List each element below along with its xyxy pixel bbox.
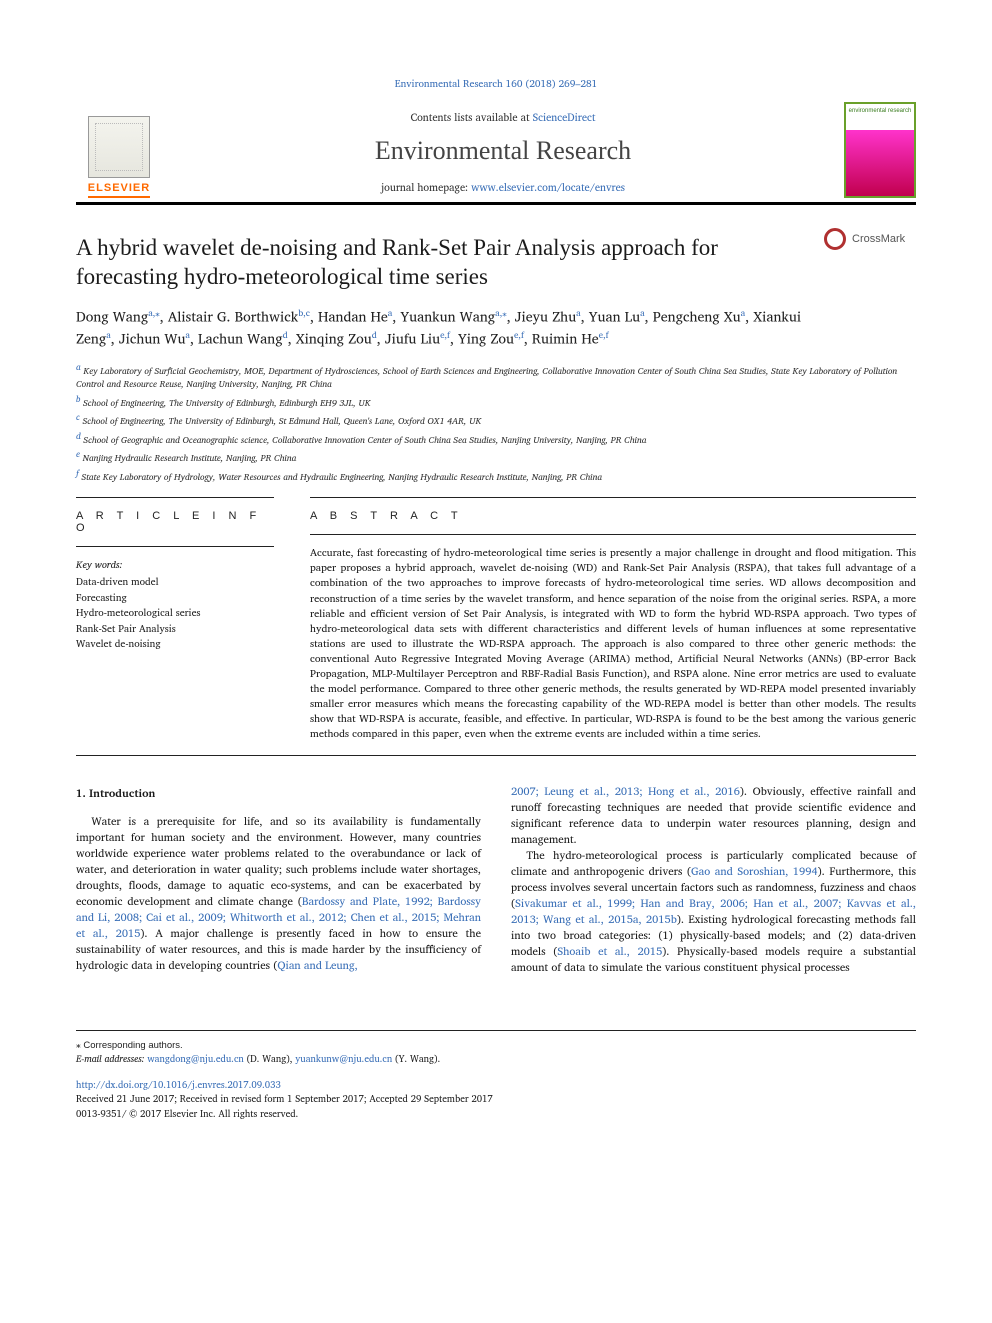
- crossmark-label: CrossMark: [852, 233, 905, 245]
- crossmark-icon: [824, 228, 846, 250]
- keyword-item: Wavelet de-noising: [76, 637, 274, 652]
- journal-homepage-link[interactable]: www.elsevier.com/locate/envres: [471, 178, 625, 196]
- homepage-prefix: journal homepage:: [381, 178, 471, 196]
- body-paragraph: 2007; Leung et al., 2013; Hong et al., 2…: [511, 784, 916, 848]
- affiliation-b: b School of Engineering, The University …: [76, 392, 916, 410]
- affiliation-f: f State Key Laboratory of Hydrology, Wat…: [76, 466, 916, 484]
- journal-name: Environmental Research: [178, 136, 828, 166]
- section-1-heading: 1. Introduction: [76, 784, 481, 802]
- keyword-item: Hydro-meteorological series: [76, 606, 274, 621]
- affiliations-block: a Key Laboratory of Surficial Geochemist…: [76, 360, 916, 484]
- contents-lists-line: Contents lists available at ScienceDirec…: [178, 108, 828, 126]
- affiliation-e: e Nanjing Hydraulic Research Institute, …: [76, 447, 916, 465]
- email-who: (Y. Wang).: [392, 1052, 440, 1067]
- abstract-column: A B S T R A C T Accurate, fast forecasti…: [310, 497, 916, 741]
- footer-block: ⁎ Corresponding authors. E-mail addresse…: [76, 1030, 916, 1122]
- running-citation: Environmental Research 160 (2018) 269–28…: [76, 76, 916, 92]
- email-link[interactable]: yuankunw@nju.edu.cn: [295, 1052, 392, 1067]
- article-info-column: A R T I C L E I N F O Key words: Data-dr…: [76, 497, 274, 741]
- sciencedirect-link[interactable]: ScienceDirect: [533, 108, 596, 126]
- affiliation-c: c School of Engineering, The University …: [76, 410, 916, 428]
- affiliation-a: a Key Laboratory of Surficial Geochemist…: [76, 360, 916, 391]
- keyword-item: Rank-Set Pair Analysis: [76, 622, 274, 637]
- keyword-item: Data-driven model: [76, 575, 274, 590]
- masthead: ELSEVIER Contents lists available at Sci…: [76, 102, 916, 205]
- body-paragraph: The hydro-meteorological process is part…: [511, 848, 916, 976]
- keyword-item: Forecasting: [76, 591, 274, 606]
- contents-prefix: Contents lists available at: [411, 108, 533, 126]
- email-link[interactable]: wangdong@nju.edu.cn: [147, 1052, 244, 1067]
- abstract-text: Accurate, fast forecasting of hydro-mete…: [310, 545, 916, 741]
- doi-link[interactable]: http://dx.doi.org/10.1016/j.envres.2017.…: [76, 1079, 916, 1093]
- article-title: A hybrid wavelet de-noising and Rank-Set…: [76, 233, 796, 292]
- corresponding-note: ⁎ Corresponding authors.: [76, 1039, 916, 1053]
- elsevier-logo: ELSEVIER: [76, 102, 162, 198]
- email-label: E-mail addresses:: [76, 1052, 144, 1067]
- crossmark-badge[interactable]: CrossMark: [824, 226, 916, 252]
- body-column-right: 2007; Leung et al., 2013; Hong et al., 2…: [511, 784, 916, 975]
- elsevier-tree-icon: [88, 116, 150, 178]
- email-who: (D. Wang),: [244, 1052, 295, 1067]
- copyright-line: 0013-9351/ © 2017 Elsevier Inc. All righ…: [76, 1108, 916, 1122]
- email-line: E-mail addresses: wangdong@nju.edu.cn (D…: [76, 1053, 916, 1067]
- elsevier-wordmark: ELSEVIER: [88, 182, 150, 198]
- dates-line: Received 21 June 2017; Received in revis…: [76, 1093, 916, 1107]
- journal-cover-label: environmental research: [846, 108, 914, 115]
- keywords-list: Data-driven model Forecasting Hydro-mete…: [76, 575, 274, 652]
- keywords-label: Key words:: [76, 557, 274, 573]
- journal-homepage-line: journal homepage: www.elsevier.com/locat…: [178, 178, 828, 196]
- masthead-center: Contents lists available at ScienceDirec…: [178, 102, 828, 198]
- body-paragraph: Water is a prerequisite for life, and so…: [76, 814, 481, 973]
- body-two-column: 1. Introduction Water is a prerequisite …: [76, 784, 916, 975]
- reference-link[interactable]: Qian and Leung,: [277, 956, 357, 974]
- abstract-heading: A B S T R A C T: [310, 497, 916, 522]
- journal-cover-thumbnail: environmental research: [844, 102, 916, 198]
- body-column-left: 1. Introduction Water is a prerequisite …: [76, 784, 481, 975]
- divider: [76, 755, 916, 756]
- affiliation-d: d School of Geographic and Oceanographic…: [76, 429, 916, 447]
- authors-list: Dong Wanga,⁎, Alistair G. Borthwickb,c, …: [76, 306, 836, 350]
- article-info-heading: A R T I C L E I N F O: [76, 497, 274, 534]
